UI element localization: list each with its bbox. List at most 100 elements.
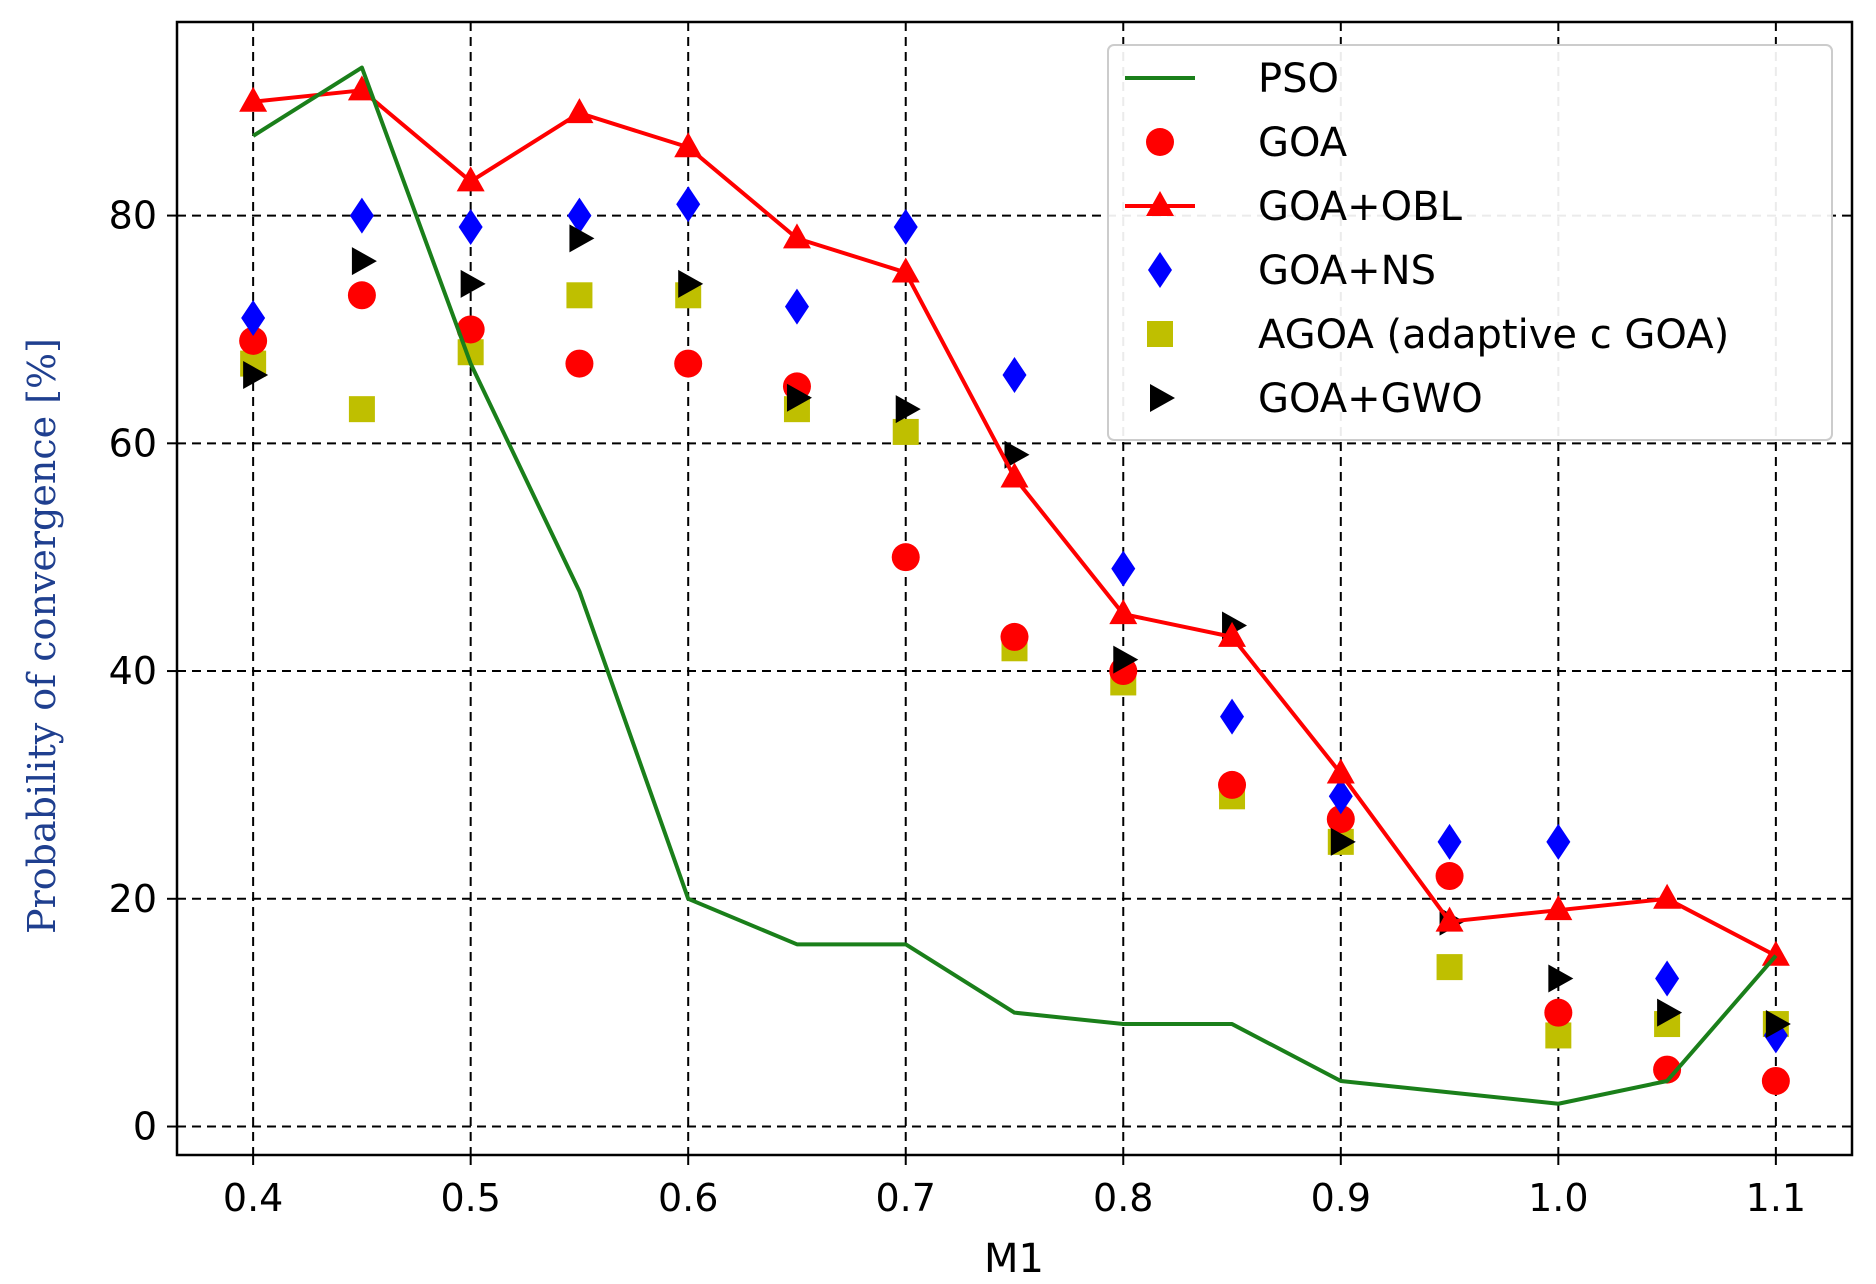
data-point-goa-ns — [1437, 823, 1462, 860]
legend-item-goa-gwo: GOA+GWO — [1150, 376, 1483, 422]
data-point-goa-ns — [893, 208, 918, 245]
series-goa-obl — [239, 75, 1790, 966]
y-tick-label: 20 — [109, 877, 157, 921]
data-point-goa-ns — [676, 186, 701, 223]
y-tick-label: 80 — [109, 194, 157, 238]
legend-label-goa: GOA — [1258, 120, 1348, 166]
series-layer — [239, 65, 1791, 1106]
data-point-goa — [1000, 622, 1029, 651]
legend-label-pso: PSO — [1258, 56, 1339, 102]
legend-item-agoa-adaptive-c-goa: AGOA (adaptive c GOA) — [1147, 312, 1729, 358]
data-point-goa-obl — [1544, 895, 1573, 921]
legend-item-goa: GOA — [1146, 120, 1348, 166]
data-point-goa-obl — [891, 257, 920, 283]
data-point-goa-obl — [1435, 906, 1464, 932]
data-point-goa-obl — [674, 132, 703, 158]
data-point-goa — [1435, 862, 1464, 891]
data-point-goa-obl — [1000, 462, 1029, 488]
series-goa-ns — [241, 186, 1788, 1054]
data-point-goa-obl — [1326, 758, 1355, 784]
data-point-goa-ns — [1763, 1017, 1788, 1054]
data-point-goa — [891, 543, 920, 572]
data-point-goa-ns — [458, 208, 483, 245]
y-axis-label: Probability of convergence [%] — [20, 338, 64, 934]
data-point-goa-gwo — [351, 247, 377, 276]
legend: PSO GOA GOA+OBL GOA+NS AGOA (adaptive c GOA)… — [1107, 44, 1833, 441]
x-tick-label: 0.4 — [223, 1176, 283, 1220]
data-point-goa-ns — [1328, 778, 1353, 815]
data-point-goa-obl — [1218, 621, 1247, 647]
y-tick-label: 0 — [133, 1105, 157, 1149]
data-point-goa-gwo — [1765, 1010, 1791, 1039]
data-point-goa — [1326, 805, 1355, 834]
x-tick-label: 0.9 — [1311, 1176, 1371, 1220]
y-tick-label: 40 — [109, 649, 157, 693]
data-point-goa-gwo — [1548, 964, 1574, 993]
data-point-goa-ns — [1546, 823, 1571, 860]
data-point-goa-ns — [241, 300, 266, 337]
data-point-agoa-adaptive-c-goa — [348, 396, 375, 423]
data-point-goa — [456, 315, 485, 344]
series-goa — [239, 281, 1790, 1095]
data-point-goa-obl — [1761, 940, 1790, 966]
data-point-goa-obl — [1109, 599, 1138, 625]
data-point-goa-gwo — [895, 395, 921, 424]
data-point-goa-gwo — [243, 360, 269, 389]
data-point-goa-gwo — [569, 224, 595, 253]
legend-item-pso: PSO — [1125, 56, 1339, 102]
data-point-goa-gwo — [786, 383, 812, 412]
data-point-agoa-adaptive-c-goa — [566, 282, 593, 309]
data-point-goa-ns — [1655, 960, 1680, 997]
x-tick-label: 0.5 — [440, 1176, 500, 1220]
legend-box — [1107, 44, 1833, 441]
data-point-goa-ns — [784, 288, 809, 325]
data-point-goa-obl — [565, 98, 594, 124]
data-point-goa-ns — [1002, 356, 1027, 393]
legend-item-goa-obl: GOA+OBL — [1125, 184, 1463, 230]
legend-label-goa-ns: GOA+NS — [1258, 248, 1436, 294]
data-point-goa-ns — [1220, 698, 1245, 735]
x-axis-label: M1 — [984, 1236, 1044, 1282]
legend-marker-goa — [1146, 128, 1174, 156]
data-point-goa — [1218, 770, 1247, 799]
data-point-goa-ns — [349, 197, 374, 234]
series-line-pso — [252, 65, 1778, 1106]
legend-marker-goa-gwo — [1150, 384, 1175, 412]
x-tick-label: 1.1 — [1746, 1176, 1806, 1220]
data-point-goa-gwo — [1113, 645, 1139, 674]
x-tick-label: 0.8 — [1093, 1176, 1153, 1220]
data-point-goa — [1653, 1055, 1682, 1084]
data-point-goa — [1761, 1066, 1790, 1095]
legend-label-goa-gwo: GOA+GWO — [1258, 376, 1483, 422]
data-point-goa-gwo — [460, 269, 486, 298]
y-tick-label: 60 — [109, 421, 157, 465]
series-pso — [252, 65, 1778, 1106]
data-point-goa-obl — [347, 75, 376, 101]
data-point-agoa-adaptive-c-goa — [892, 418, 919, 445]
data-point-goa-obl — [1653, 883, 1682, 909]
x-tick-label: 1.0 — [1528, 1176, 1588, 1220]
x-tick-label: 0.7 — [876, 1176, 936, 1220]
data-point-goa-ns — [567, 197, 592, 234]
legend-label-goa-obl: GOA+OBL — [1258, 184, 1463, 230]
data-point-goa-gwo — [678, 269, 704, 298]
data-point-goa — [347, 281, 376, 310]
data-point-goa-obl — [239, 86, 268, 112]
axis-ticks: 0.4 0.5 0.6 0.7 0.8 0.9 1.0 1.1 0 20 40 60 80 — [109, 194, 1806, 1220]
legend-item-goa-ns: GOA+NS — [1148, 248, 1436, 294]
data-point-goa — [1544, 998, 1573, 1027]
data-point-goa — [565, 349, 594, 378]
data-point-goa-obl — [456, 166, 485, 192]
data-point-goa — [239, 326, 268, 355]
x-tick-label: 0.6 — [658, 1176, 718, 1220]
plot-frame — [175, 20, 1854, 1157]
data-point-agoa-adaptive-c-goa — [1545, 1022, 1572, 1049]
legend-label-agoa-adaptive-c-goa: AGOA (adaptive c GOA) — [1258, 312, 1729, 358]
data-point-goa — [674, 349, 703, 378]
legend-marker-goa-ns — [1148, 252, 1172, 288]
data-point-agoa-adaptive-c-goa — [1436, 954, 1463, 981]
legend-marker-agoa-adaptive-c-goa — [1147, 321, 1173, 347]
data-point-goa-gwo — [1330, 827, 1356, 856]
data-point-goa-gwo — [1004, 440, 1030, 469]
